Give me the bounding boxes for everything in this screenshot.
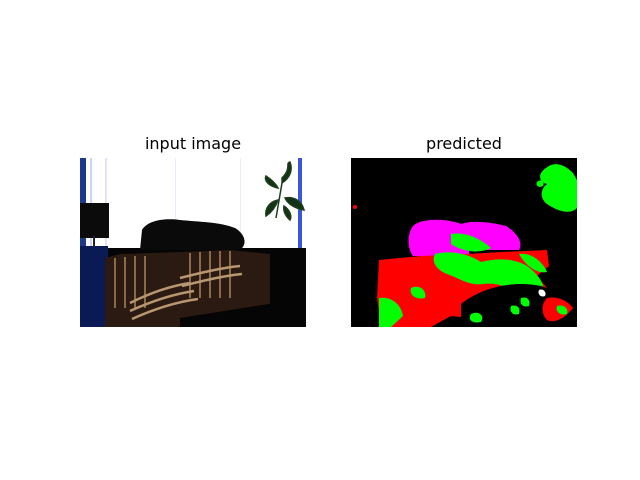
- segment-green: [519, 253, 547, 273]
- plant: [264, 161, 306, 222]
- segment-white-speck: [538, 289, 546, 297]
- blind-line: [240, 158, 241, 248]
- lamp-shade: [80, 203, 109, 238]
- segment-green: [469, 312, 483, 323]
- segment-red: [353, 205, 357, 209]
- segment-green: [379, 297, 403, 327]
- left-curtain: [80, 158, 86, 327]
- input-image-title: input image: [144, 134, 242, 153]
- segment-green: [410, 286, 426, 299]
- segment-green: [510, 305, 520, 315]
- floor-shadow: [180, 298, 306, 327]
- cat-silhouette: [140, 219, 245, 250]
- segment-green: [451, 233, 491, 252]
- left-wall-shadow: [80, 246, 108, 327]
- segment-green: [536, 180, 544, 187]
- input-image: [80, 158, 306, 327]
- segment-green: [520, 297, 530, 307]
- predicted-title: predicted: [426, 134, 502, 153]
- segment-green: [540, 164, 577, 212]
- segment-green: [556, 305, 568, 315]
- cushion-stripes: [129, 264, 243, 321]
- couch: [105, 250, 270, 327]
- predicted-mask: [351, 158, 577, 327]
- blind-line: [175, 158, 176, 248]
